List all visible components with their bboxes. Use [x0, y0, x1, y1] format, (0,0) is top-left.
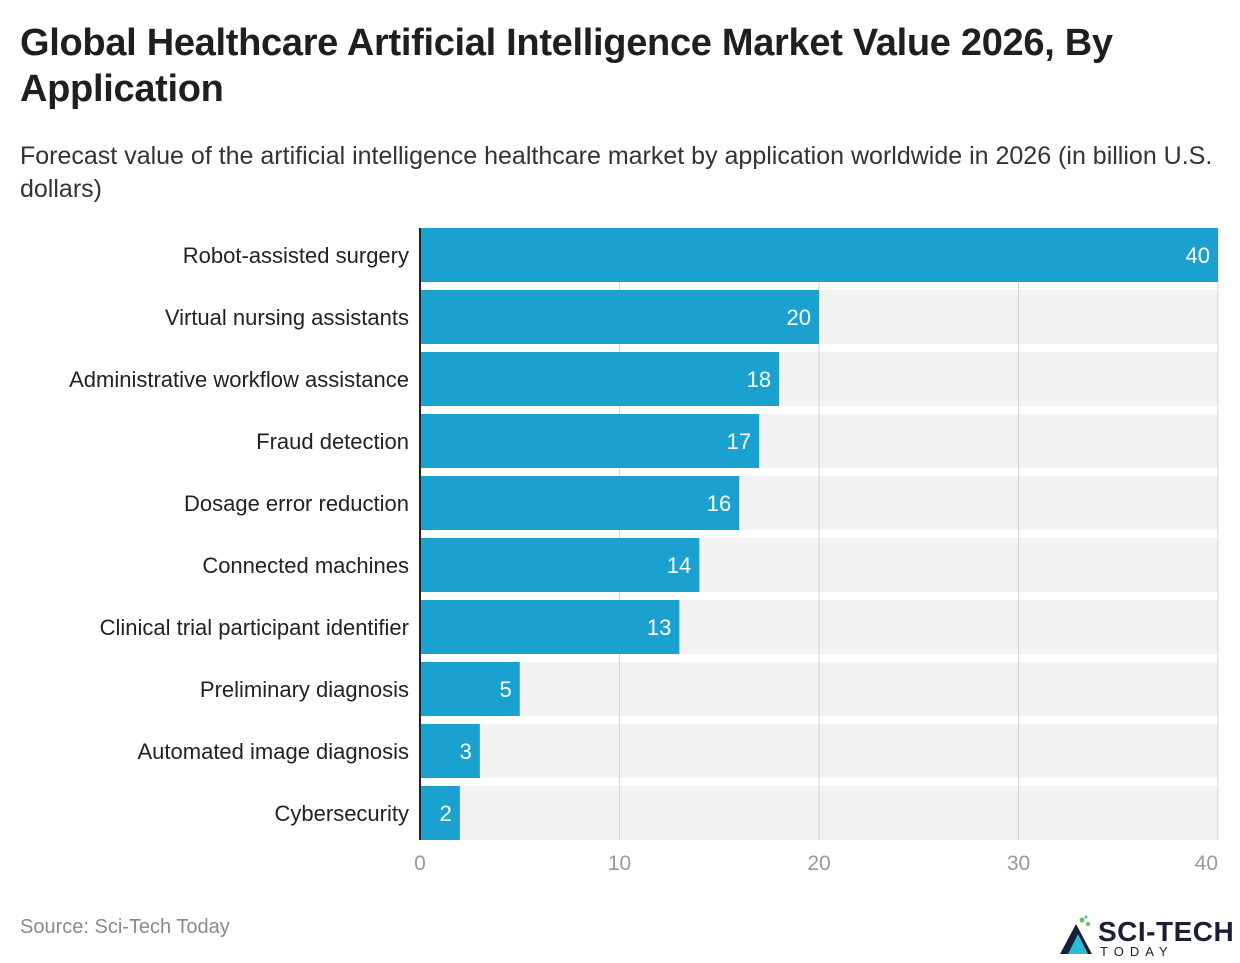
category-label: Administrative workflow assistance [69, 367, 409, 392]
chart-subtitle: Forecast value of the artificial intelli… [20, 142, 1213, 203]
x-tick-label: 20 [807, 852, 830, 875]
x-tick-label: 0 [414, 852, 426, 875]
bar [420, 724, 480, 778]
category-label: Fraud detection [256, 429, 409, 454]
bar [420, 538, 700, 592]
category-label: Preliminary diagnosis [200, 677, 409, 702]
bar [420, 290, 819, 344]
chart-title: Global Healthcare Artificial Intelligenc… [20, 22, 1113, 110]
x-tick-label: 40 [1195, 852, 1218, 875]
category-label: Clinical trial participant identifier [100, 615, 409, 640]
source-note: Source: Sci-Tech Today [20, 916, 230, 938]
x-tick-label: 30 [1007, 852, 1030, 875]
category-label: Robot-assisted surgery [183, 243, 409, 268]
bar-value-label: 18 [747, 367, 771, 392]
category-label: Automated image diagnosis [138, 739, 410, 764]
bar-value-label: 20 [787, 305, 811, 330]
category-label: Cybersecurity [275, 801, 409, 826]
category-label: Dosage error reduction [184, 491, 409, 516]
bar-value-label: 13 [647, 615, 671, 640]
logo-name: SCI-TECH [1098, 916, 1235, 947]
bar [420, 352, 780, 406]
logo-mountain-icon [1060, 915, 1092, 954]
bar [420, 228, 1218, 282]
bar [420, 662, 520, 716]
bar-value-label: 16 [707, 491, 731, 516]
bar [420, 786, 460, 840]
sci-tech-logo: SCI-TECH TODAY [1058, 914, 1238, 960]
bar-value-label: 14 [667, 553, 691, 578]
logo-tagline: TODAY [1100, 944, 1174, 959]
bar-value-label: 40 [1186, 243, 1210, 268]
bar-value-label: 17 [727, 429, 751, 454]
bar-value-label: 2 [440, 801, 452, 826]
bar [420, 600, 680, 654]
category-label: Connected machines [202, 553, 409, 578]
bar-value-label: 3 [460, 739, 472, 764]
x-tick-label: 10 [608, 852, 631, 875]
bar [420, 414, 760, 468]
bar-value-label: 5 [500, 677, 512, 702]
bar [420, 476, 740, 530]
category-label: Virtual nursing assistants [165, 305, 409, 330]
